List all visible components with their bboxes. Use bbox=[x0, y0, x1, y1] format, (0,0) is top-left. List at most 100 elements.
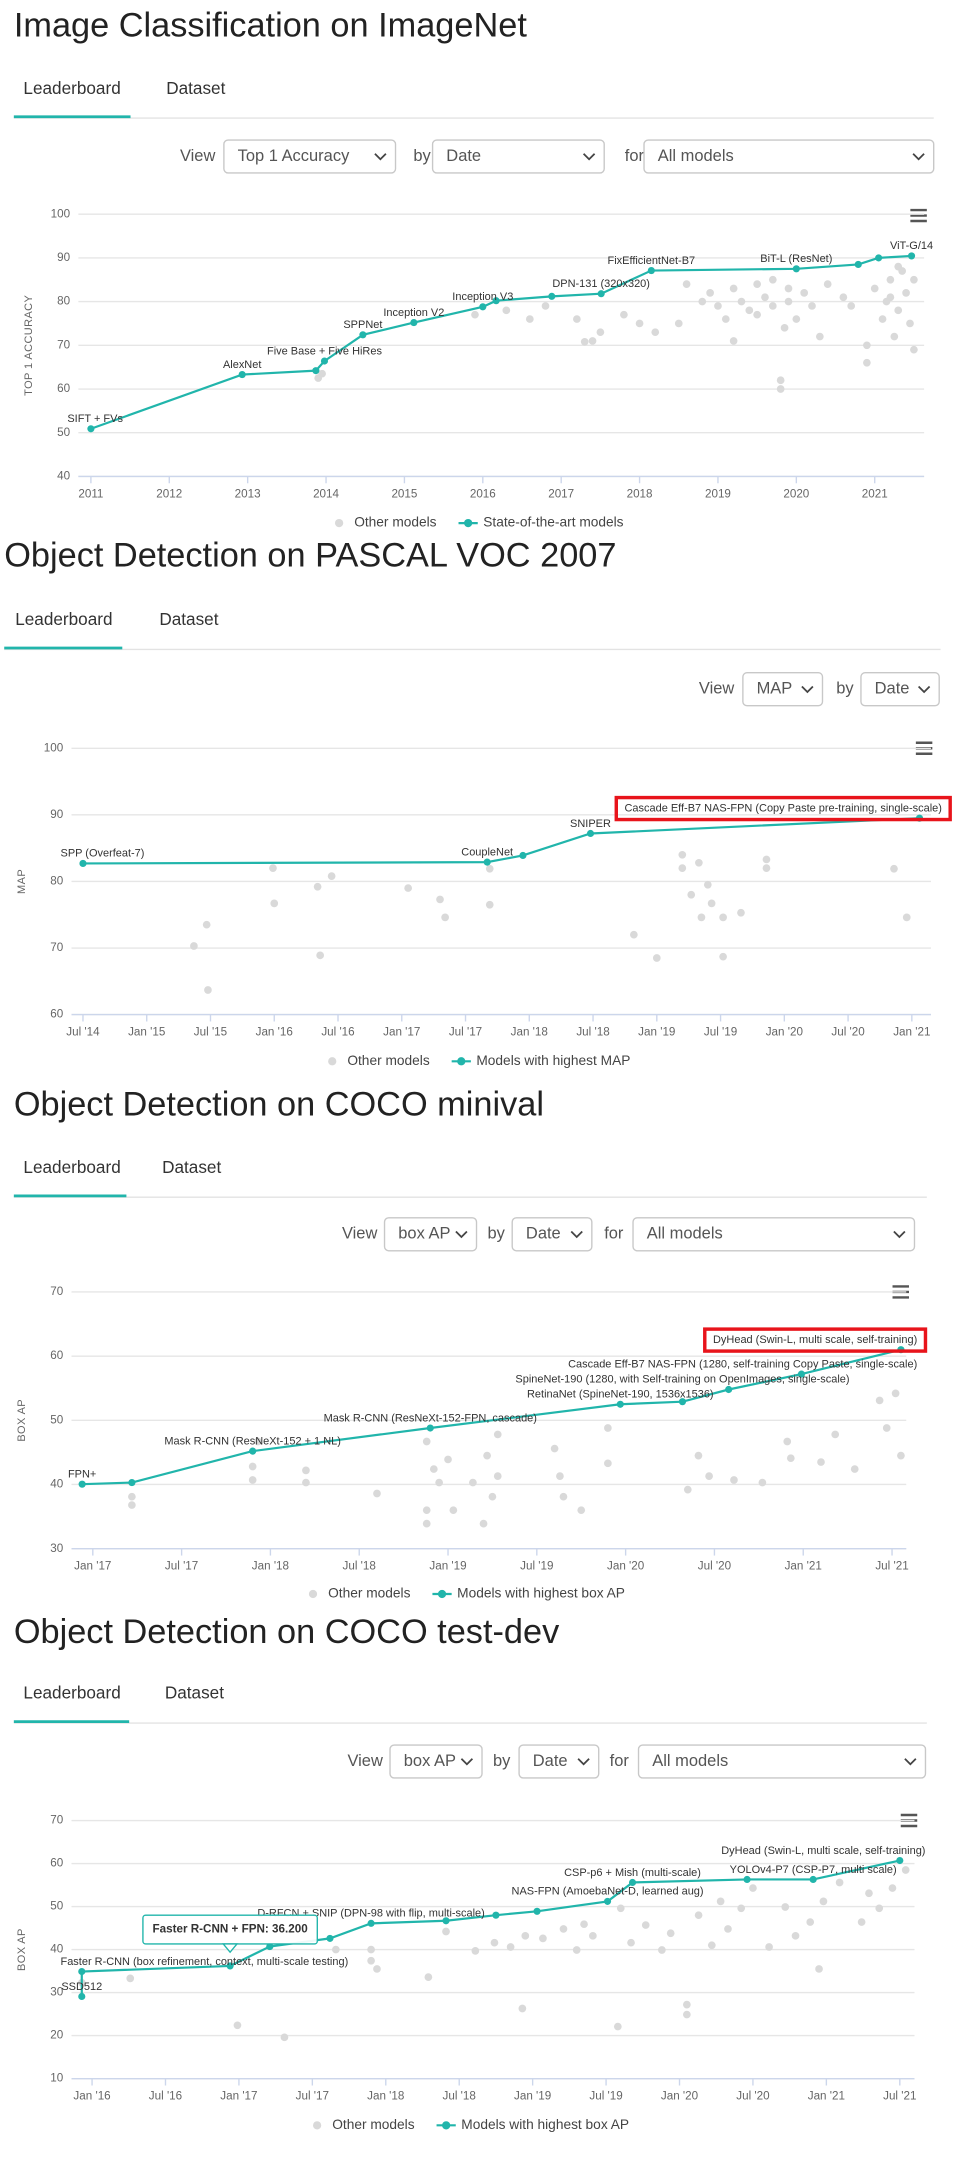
control-label: by bbox=[413, 147, 431, 165]
other-model-point bbox=[819, 1897, 828, 1906]
other-model-point bbox=[707, 1941, 716, 1950]
other-model-point bbox=[865, 1889, 873, 1898]
legend-label[interactable]: Other models bbox=[332, 2117, 414, 2132]
other-model-point bbox=[783, 1437, 792, 1446]
legend-swatch bbox=[457, 1057, 466, 1066]
select-box bbox=[860, 672, 940, 707]
tab[interactable]: Leaderboard bbox=[23, 78, 120, 98]
other-model-point bbox=[280, 2033, 289, 2042]
other-model-point bbox=[502, 306, 511, 315]
legend-label[interactable]: Other models bbox=[347, 1053, 429, 1068]
select[interactable]: Top 1 Accuracy bbox=[223, 139, 397, 174]
select-chevron bbox=[893, 1230, 906, 1239]
other-model-point bbox=[488, 1492, 497, 1501]
other-model-point bbox=[604, 1459, 612, 1468]
select-value: Top 1 Accuracy bbox=[238, 147, 350, 165]
sota-point bbox=[616, 1400, 624, 1408]
other-model-point bbox=[422, 1519, 431, 1528]
select[interactable]: MAP bbox=[742, 672, 824, 707]
other-model-point bbox=[190, 942, 198, 950]
select[interactable]: All models bbox=[632, 1217, 916, 1252]
other-model-point bbox=[313, 882, 322, 891]
section-title: Object Detection on COCO test-dev bbox=[14, 1613, 560, 1651]
tab[interactable]: Leaderboard bbox=[15, 609, 112, 629]
point-label: SPP (Overfeat-7) bbox=[61, 848, 145, 860]
other-model-point bbox=[589, 1931, 597, 1940]
legend-label[interactable]: Models with highest box AP bbox=[461, 2117, 629, 2132]
select-value: box AP bbox=[398, 1225, 450, 1243]
sota-point bbox=[548, 292, 556, 300]
label-highlight bbox=[614, 795, 952, 822]
select-value: Date bbox=[446, 147, 481, 165]
select[interactable]: box AP bbox=[389, 1744, 483, 1779]
x-tick-label: Jul '16 bbox=[321, 1026, 354, 1039]
select-box bbox=[643, 139, 935, 174]
other-model-point bbox=[703, 880, 712, 889]
x-tick-label: Jan '17 bbox=[383, 1026, 420, 1039]
tab[interactable]: Dataset bbox=[165, 1683, 224, 1703]
legend-label[interactable]: Models with highest MAP bbox=[476, 1053, 630, 1068]
x-tick-label: 2012 bbox=[156, 487, 182, 500]
point-label: CoupleNet bbox=[461, 846, 513, 858]
select[interactable]: Date bbox=[518, 1744, 600, 1779]
other-model-point bbox=[202, 920, 211, 929]
x-tick-label: Jul '19 bbox=[589, 2090, 622, 2103]
select[interactable]: box AP bbox=[383, 1217, 478, 1252]
other-model-point bbox=[882, 1424, 891, 1432]
other-model-point bbox=[559, 1492, 568, 1501]
y-axis-title: BOX AP bbox=[16, 1399, 28, 1442]
select[interactable]: Date bbox=[511, 1217, 593, 1252]
select-box bbox=[637, 1744, 927, 1779]
y-axis-title: TOP 1 ACCURACY bbox=[23, 294, 35, 395]
point-label: SPPNet bbox=[343, 319, 382, 331]
tab[interactable]: Leaderboard bbox=[23, 1157, 120, 1177]
select-value: All models bbox=[652, 1752, 728, 1770]
legend-label[interactable]: Models with highest box AP bbox=[457, 1586, 625, 1601]
select[interactable]: All models bbox=[643, 139, 935, 174]
sota-point bbox=[647, 266, 655, 275]
x-tick-label: Jan '21 bbox=[808, 2090, 845, 2103]
select-chevron bbox=[917, 685, 931, 694]
legend-label[interactable]: Other models bbox=[328, 1586, 410, 1601]
select-chevron bbox=[801, 685, 814, 694]
x-tick-label: Jul '20 bbox=[831, 1026, 865, 1039]
point-label: SNIPER bbox=[570, 818, 611, 830]
tab[interactable]: Dataset bbox=[166, 78, 225, 98]
x-tick-label: 2017 bbox=[548, 487, 574, 500]
legend-label[interactable]: Other models bbox=[354, 515, 436, 530]
other-model-point bbox=[683, 1485, 692, 1494]
other-model-point bbox=[817, 1458, 825, 1466]
other-model-point bbox=[761, 293, 769, 302]
x-tick-label: Jul '17 bbox=[296, 2090, 329, 2103]
x-tick-label: 2016 bbox=[470, 487, 496, 500]
tab[interactable]: Dataset bbox=[159, 609, 218, 629]
other-model-point bbox=[863, 358, 871, 367]
point-label: RetinaNet (SpineNet-190, 1536x1536) bbox=[527, 1389, 714, 1401]
other-model-point bbox=[682, 280, 691, 288]
other-model-point bbox=[786, 1454, 795, 1463]
select[interactable]: Date bbox=[431, 139, 605, 174]
tab[interactable]: Leaderboard bbox=[23, 1683, 120, 1703]
select-box bbox=[511, 1217, 593, 1252]
other-model-point bbox=[444, 1455, 452, 1464]
y-tick-label: 70 bbox=[57, 338, 70, 351]
legend-label[interactable]: State-of-the-art models bbox=[483, 515, 623, 530]
other-model-point bbox=[714, 302, 722, 310]
other-model-point bbox=[816, 332, 824, 341]
other-model-point bbox=[316, 951, 324, 960]
other-model-point bbox=[683, 2010, 691, 2019]
other-model-point bbox=[493, 1472, 502, 1480]
tab[interactable]: Dataset bbox=[162, 1157, 221, 1177]
x-tick-label: Jul '19 bbox=[520, 1560, 553, 1573]
point-label: SpineNet-190 (1280, with Self-training o… bbox=[515, 1374, 849, 1386]
other-model-point bbox=[695, 858, 703, 867]
other-model-point bbox=[332, 1945, 340, 1954]
select[interactable]: All models bbox=[637, 1744, 927, 1779]
other-model-point bbox=[604, 1424, 612, 1432]
select[interactable]: Date bbox=[860, 672, 940, 707]
y-tick-label: 90 bbox=[50, 808, 63, 821]
sota-point bbox=[725, 1385, 733, 1394]
x-tick-label: Jan '16 bbox=[256, 1026, 293, 1039]
sota-line bbox=[80, 1859, 901, 1997]
